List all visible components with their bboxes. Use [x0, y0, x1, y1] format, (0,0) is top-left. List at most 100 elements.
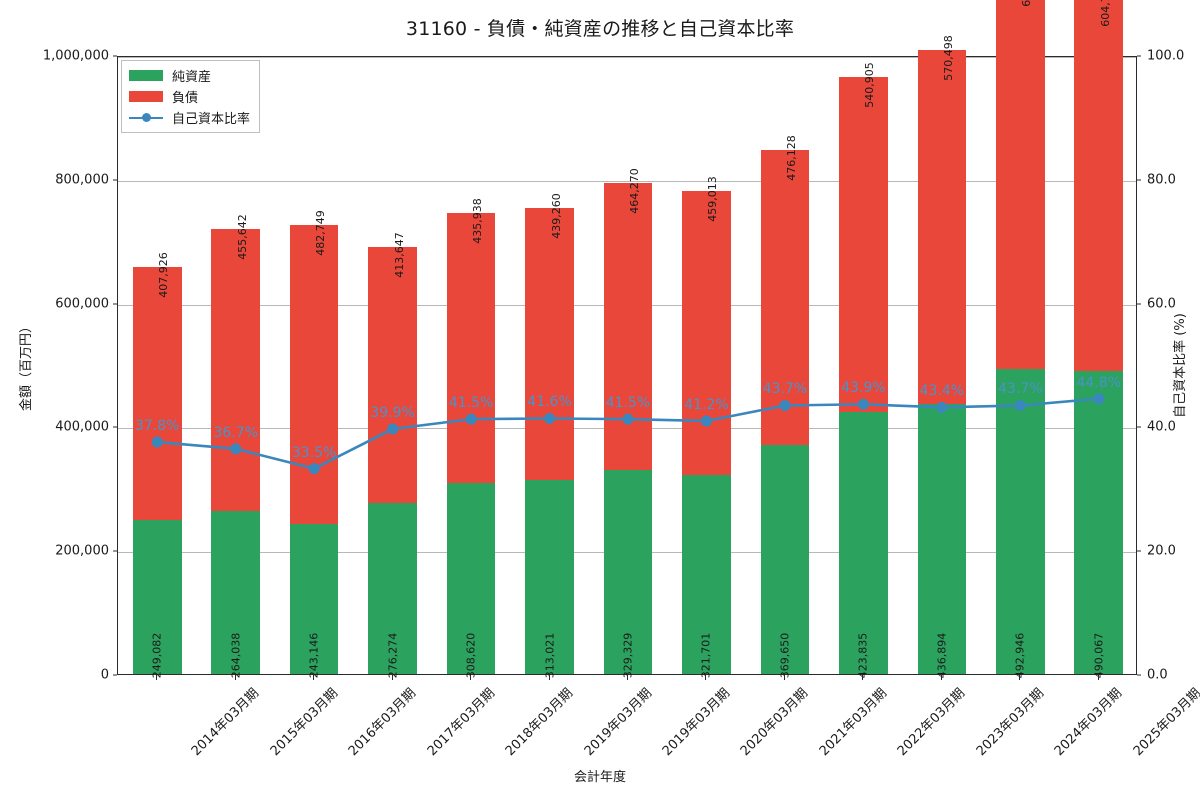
bar-segment-equity[interactable]: 321,701 [682, 474, 731, 678]
bar-group[interactable]: 369,650 476,128 [760, 55, 810, 678]
gridline [118, 180, 1136, 182]
bar-segment-equity[interactable]: 490,067 [1074, 370, 1124, 678]
bar-group[interactable]: 308,620 435,938 [446, 55, 496, 678]
x-axis-tick-label: 2019年03月期 [659, 685, 734, 760]
bar-value-label-equity: 423,835 [856, 632, 870, 679]
bar-segment-debt[interactable]: 413,647 [368, 232, 417, 503]
x-axis-tick-label: 2020年03月期 [738, 685, 812, 760]
bar-value-label-equity: 492,946 [1013, 632, 1027, 679]
y-axis-left-tick-label: 1,000,000 [42, 48, 109, 64]
y-axis-left-tick-label: 600,000 [55, 296, 109, 312]
bar-segment-debt[interactable]: 455,642 [211, 214, 260, 511]
ratio-value-label: 43.7% [998, 381, 1043, 398]
bar-segment-equity[interactable]: 423,835 [839, 411, 888, 678]
y-axis-left-ticks: 0 200,000 400,000 600,000 800,000 1,000,000 [0, 49, 117, 683]
bar-segment-debt[interactable]: 634,748 [995, 0, 1045, 369]
bar-segment-equity[interactable]: 243,146 [289, 523, 339, 678]
bar-segment-equity[interactable]: 249,082 [132, 519, 182, 678]
bar-segment-equity[interactable]: 276,274 [368, 503, 417, 678]
bar-value-label-equity: 243,146 [307, 632, 321, 679]
y-axis-right-tick-label: 0.0 [1147, 667, 1168, 683]
bar-value-label-debt: 435,938 [471, 198, 485, 244]
bar-segment-debt[interactable]: 482,749 [289, 210, 339, 524]
x-axis-tick-label: 2017年03月期 [424, 685, 498, 760]
legend-item-equity[interactable]: 純資産 [129, 67, 250, 85]
bar-segment-equity[interactable]: 369,650 [760, 445, 810, 678]
y-axis-left-tick-mark [113, 303, 117, 305]
bars-layer: 249,082 407,926 264,038 455,642 243,146 482,7… [118, 0, 1136, 678]
bar-group[interactable]: 329,329 464,270 [603, 55, 653, 678]
ratio-value-label: 44.8% [1076, 374, 1122, 391]
bar-group[interactable]: 423,835 540,905 [839, 55, 888, 678]
y-axis-right-tick-label: 40.0 [1147, 419, 1176, 435]
bar-group[interactable]: 243,146 482,749 [289, 55, 339, 678]
bar-segment-debt[interactable]: 604,764 [1074, 0, 1124, 371]
bar-value-label-equity: 329,329 [621, 632, 635, 679]
bar-value-label-equity: 313,021 [543, 632, 557, 679]
legend-item-ratio[interactable]: 自己資本比率 [129, 109, 250, 127]
bar-segment-debt[interactable]: 476,128 [760, 136, 810, 446]
plot-area: 249,082 407,926 264,038 455,642 243,146 482,7… [117, 0, 1137, 678]
x-axis-tick-mark [862, 675, 864, 680]
x-axis-tick-label: 2022年03月期 [895, 685, 969, 760]
chart-legend: 純資産 負債 自己資本比率 [121, 60, 261, 133]
y-axis-left-tick-mark [113, 179, 117, 181]
bar-segment-equity[interactable]: 264,038 [211, 510, 260, 678]
bar-segment-debt[interactable]: 439,260 [525, 194, 574, 481]
legend-label-debt: 負債 [172, 91, 199, 106]
gridline [118, 57, 1136, 58]
bar-segment-equity[interactable]: 492,946 [995, 368, 1045, 678]
legend-item-debt[interactable]: 負債 [129, 88, 250, 106]
x-axis-tick-mark [627, 675, 628, 680]
legend-label-equity: 純資産 [172, 70, 212, 85]
bar-group[interactable]: 276,274 413,647 [368, 55, 417, 678]
bar-value-label-debt: 439,260 [549, 193, 563, 240]
bar-segment-equity[interactable]: 329,329 [603, 470, 653, 678]
x-axis-tick-mark [234, 675, 236, 680]
bar-group[interactable]: 313,021 439,260 [525, 55, 574, 678]
y-axis-right-ticks: 0.0 20.0 40.0 60.0 80.0 100.0 [1137, 49, 1200, 683]
x-axis-tick-mark [940, 675, 942, 680]
x-axis-tick-mark [1019, 675, 1021, 680]
bar-group[interactable]: 264,038 455,642 [211, 55, 260, 678]
y-axis-left-tick-label: 0 [100, 667, 109, 683]
bar-value-label-debt: 634,748 [1020, 0, 1033, 7]
y-axis-right-tick-mark [1137, 550, 1141, 552]
bar-segment-debt[interactable]: 459,013 [682, 176, 731, 475]
bar-segment-equity[interactable]: 308,620 [446, 482, 496, 678]
legend-line-marker [141, 113, 151, 122]
bar-segment-debt[interactable]: 464,270 [603, 168, 653, 471]
ratio-value-label: 41.6% [527, 394, 572, 411]
bar-value-label-debt: 540,905 [863, 62, 877, 108]
y-axis-left-tick-mark [113, 674, 117, 676]
bar-group[interactable]: 249,082 407,926 [132, 55, 182, 678]
y-axis-right-tick-mark [1137, 55, 1141, 57]
y-axis-left-tick-label: 800,000 [55, 172, 109, 188]
bar-segment-debt[interactable]: 540,905 [839, 62, 888, 412]
bar-segment-equity[interactable]: 313,021 [525, 480, 574, 678]
bar-group[interactable]: 436,894 570,498 [917, 36, 967, 678]
bar-value-label-equity: 264,038 [229, 632, 243, 679]
bar-segment-debt[interactable]: 570,498 [917, 36, 967, 404]
x-axis-tick-label: 2025年03月期 [1130, 685, 1200, 760]
bar-segment-debt[interactable]: 435,938 [446, 198, 496, 483]
bar-value-label-debt: 455,642 [235, 213, 249, 260]
bar-group[interactable]: 492,946 634,748 [995, 0, 1045, 678]
bar-group[interactable]: 321,701 459,013 [682, 55, 731, 678]
bar-segment-equity[interactable]: 436,894 [917, 403, 967, 678]
bar-value-label-debt: 476,128 [784, 135, 798, 182]
ratio-value-label: 36.7% [213, 424, 258, 441]
x-axis-title: 会計年度 [573, 770, 626, 785]
bar-value-label-debt: 604,764 [1098, 0, 1112, 28]
bar-segment-debt[interactable]: 407,926 [132, 253, 182, 520]
bar-value-label-equity: 490,067 [1092, 632, 1106, 679]
x-axis-tick-label: 2015年03月期 [267, 685, 341, 760]
ratio-value-label: 39.9% [370, 405, 415, 422]
bar-value-label-debt: 407,926 [157, 252, 171, 299]
bar-group[interactable]: 490,067 604,764 [1074, 0, 1124, 678]
x-axis-tick-label: 2024年03月期 [1052, 685, 1126, 760]
bar-value-label-debt: 570,498 [941, 35, 955, 82]
x-axis-tick-label: 2021年03月期 [816, 685, 890, 760]
y-axis-right-tick-label: 100.0 [1147, 48, 1185, 64]
